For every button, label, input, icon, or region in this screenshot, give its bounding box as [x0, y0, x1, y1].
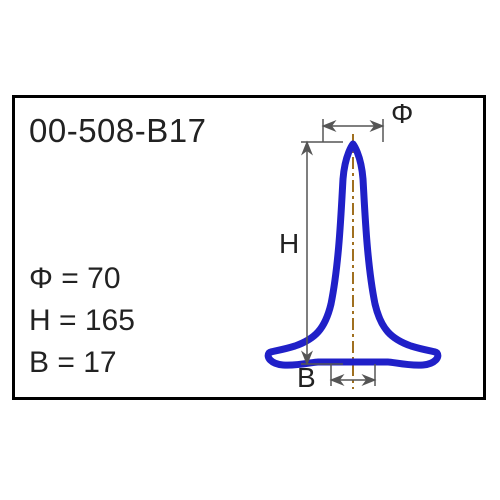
dim-row-h: H = 165 [29, 300, 135, 342]
dim-h-value: 165 [85, 304, 135, 337]
dim-phi-value: 70 [87, 262, 120, 295]
h-label: H [279, 228, 299, 260]
dim-phi-symbol: Φ [29, 262, 53, 295]
dim-b-value: 17 [83, 346, 116, 379]
drawing-frame: 00-508-B17 Φ = 70 H = 165 B = 17 [12, 95, 486, 400]
phi-label: Φ [391, 98, 413, 130]
technical-diagram: Φ H B [263, 104, 483, 396]
dim-row-b: B = 17 [29, 342, 135, 384]
part-number: 00-508-B17 [29, 112, 206, 150]
dim-row-phi: Φ = 70 [29, 258, 135, 300]
dim-h-symbol: H [29, 304, 51, 337]
dimension-list: Φ = 70 H = 165 B = 17 [29, 258, 135, 384]
dim-b-symbol: B [29, 346, 49, 379]
b-label: B [297, 362, 316, 394]
